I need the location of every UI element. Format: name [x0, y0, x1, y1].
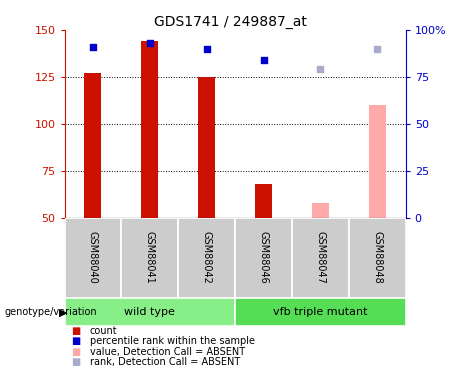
Text: GSM88046: GSM88046: [259, 231, 269, 284]
Text: ■: ■: [71, 357, 81, 367]
Text: ■: ■: [71, 347, 81, 357]
Point: [203, 46, 210, 52]
Text: GSM88042: GSM88042: [201, 231, 212, 284]
Text: GSM88048: GSM88048: [372, 231, 382, 284]
Bar: [178, 217, 235, 298]
Point: [146, 40, 154, 46]
Bar: [65, 217, 121, 298]
Text: ▶: ▶: [59, 307, 67, 317]
Bar: [349, 217, 406, 298]
Text: ■: ■: [71, 326, 81, 336]
Bar: [142, 41, 159, 218]
Bar: [65, 298, 235, 326]
Point: [317, 66, 324, 72]
Text: percentile rank within the sample: percentile rank within the sample: [90, 336, 255, 346]
Text: GSM88040: GSM88040: [88, 231, 98, 284]
Bar: [312, 202, 329, 217]
Bar: [235, 217, 292, 298]
Bar: [292, 217, 349, 298]
Text: vfb triple mutant: vfb triple mutant: [273, 307, 367, 317]
Point: [89, 44, 97, 50]
Bar: [84, 73, 101, 217]
Text: GDS1741 / 249887_at: GDS1741 / 249887_at: [154, 15, 307, 29]
Point: [260, 57, 267, 63]
Bar: [235, 298, 406, 326]
Text: wild type: wild type: [124, 307, 175, 317]
Text: count: count: [90, 326, 118, 336]
Text: GSM88047: GSM88047: [315, 231, 325, 284]
Bar: [121, 217, 178, 298]
Text: value, Detection Call = ABSENT: value, Detection Call = ABSENT: [90, 347, 245, 357]
Bar: [255, 184, 272, 218]
Text: GSM88041: GSM88041: [145, 231, 155, 284]
Text: ■: ■: [71, 336, 81, 346]
Text: rank, Detection Call = ABSENT: rank, Detection Call = ABSENT: [90, 357, 240, 367]
Bar: [369, 105, 386, 218]
Bar: [198, 77, 215, 218]
Point: [373, 46, 381, 52]
Text: genotype/variation: genotype/variation: [5, 307, 97, 317]
